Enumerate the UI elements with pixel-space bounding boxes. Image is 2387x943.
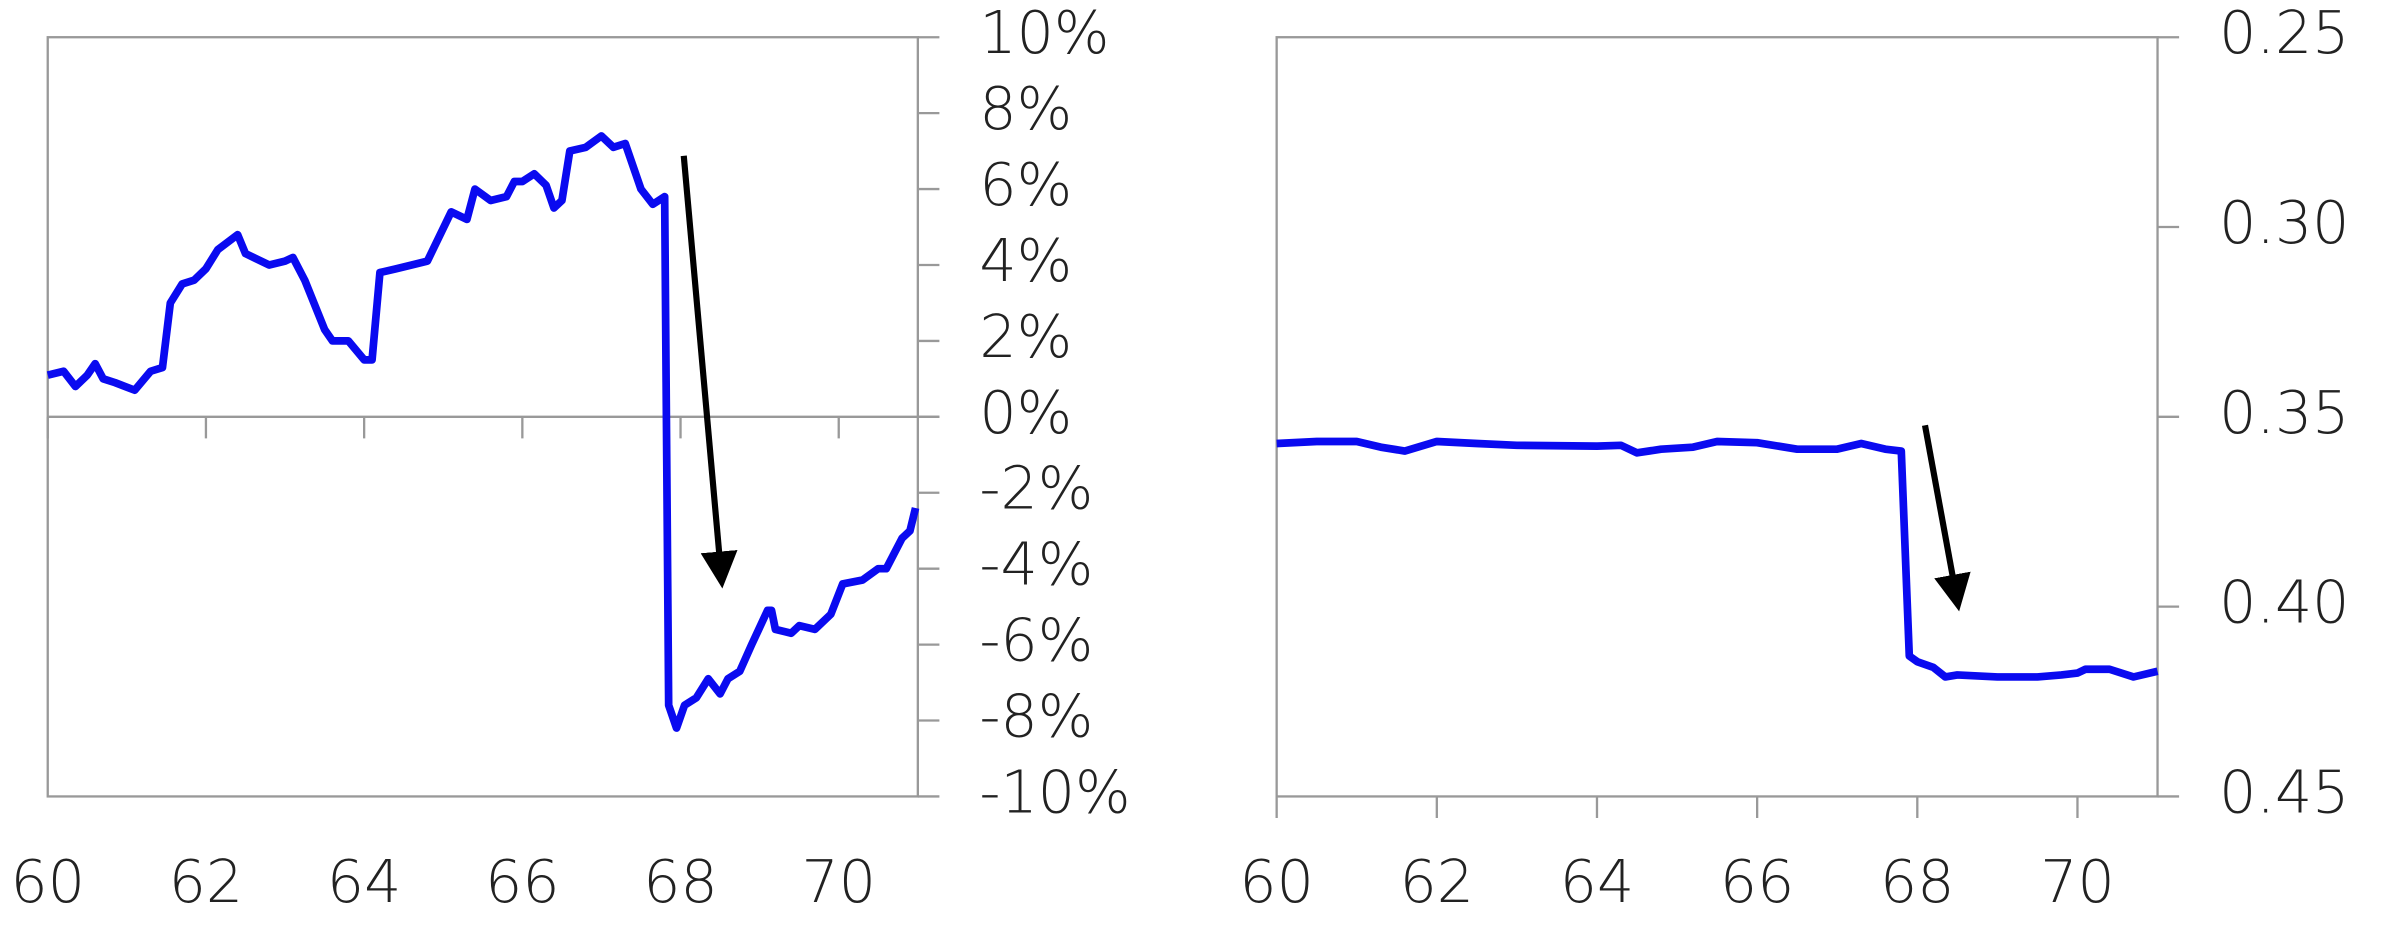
y-tick-label: 0.35 — [2219, 379, 2349, 447]
x-tick-label: 64 — [1560, 848, 1634, 916]
arrow — [680, 155, 738, 589]
x-tick-label: 64 — [327, 848, 401, 916]
x-tick-label: 62 — [1400, 848, 1474, 916]
y-tick-label: 4% — [979, 227, 1072, 295]
y-tick-label: 0.30 — [2219, 189, 2349, 257]
x-tick-label: 70 — [2040, 848, 2114, 916]
y-tick-label: 0.25 — [2219, 0, 2349, 67]
y-tick-label: 8% — [979, 75, 1072, 143]
y-tick-label: 0% — [979, 379, 1072, 447]
arrow — [1921, 424, 1971, 612]
x-tick-label: 68 — [1880, 848, 1954, 916]
y-tick-label: 10% — [979, 0, 1109, 67]
y-tick-label: -6% — [979, 607, 1093, 675]
x-tick-label: 62 — [169, 848, 243, 916]
y-tick-label: -4% — [979, 531, 1093, 599]
y-tick-label: 2% — [979, 303, 1072, 371]
line — [1276, 437, 2159, 681]
y-tick-label: 0.45 — [2219, 758, 2349, 826]
x-tick-label: 66 — [1720, 848, 1794, 916]
y-tick-label: 0.40 — [2219, 569, 2349, 637]
y-tick-label: -10% — [979, 758, 1130, 826]
y-tick-label: -8% — [979, 683, 1093, 751]
y-tick-label: 6% — [979, 151, 1072, 219]
x-tick-label: 68 — [643, 848, 717, 916]
x-tick-label: 60 — [11, 848, 85, 916]
x-tick-label: 60 — [1239, 848, 1313, 916]
x-tick-label: 70 — [802, 848, 876, 916]
line — [46, 132, 920, 732]
plot-frame — [1275, 36, 2159, 798]
x-tick-label: 66 — [485, 848, 559, 916]
y-tick-label: -2% — [979, 455, 1093, 523]
